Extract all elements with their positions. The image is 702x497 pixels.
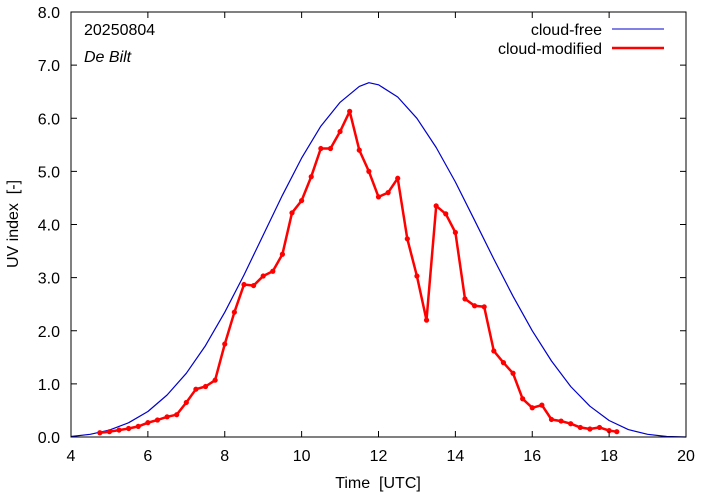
data-point [356, 147, 362, 153]
y-tick-label: 1.0 [38, 377, 60, 394]
data-point [366, 168, 372, 174]
data-point [558, 418, 564, 424]
data-point [404, 236, 410, 242]
data-point [548, 416, 555, 423]
y-tick-label: 7.0 [38, 58, 60, 75]
y-axis-label: UV index [-] [5, 180, 22, 268]
data-point [539, 402, 545, 408]
data-point [202, 383, 209, 390]
data-point [212, 377, 218, 383]
legend: cloud-free cloud-modified [498, 22, 664, 58]
data-point [289, 210, 295, 216]
y-tick-label: 0.0 [38, 430, 60, 447]
y-tick-label: 5.0 [38, 164, 60, 181]
ticks-layer: 4 6 8 10 12 14 16 18 20 0.0 1.0 2.0 3.0 4.0 5.0 6.0 7.0 8… [38, 5, 695, 465]
data-point [299, 197, 305, 204]
data-point [462, 296, 468, 302]
data-point [471, 303, 478, 309]
x-tick-label: 12 [370, 448, 388, 465]
x-tick-label: 16 [523, 448, 541, 465]
data-point [614, 429, 620, 435]
data-point [222, 341, 228, 347]
x-tick-label: 20 [677, 448, 695, 465]
data-point [126, 425, 132, 432]
data-point [568, 421, 574, 427]
data-point [414, 273, 420, 279]
y-tick-label: 3.0 [38, 271, 60, 288]
x-tick-label: 10 [293, 448, 311, 465]
x-axis-label: Time [UTC] [335, 475, 421, 492]
data-point [481, 304, 487, 310]
data-point [443, 211, 449, 217]
data-point [135, 423, 141, 429]
data-point [587, 426, 593, 432]
y-tick-label: 2.0 [38, 324, 60, 341]
y-tick-label: 6.0 [38, 111, 60, 128]
data-point [164, 414, 170, 420]
data-point [520, 396, 526, 402]
data-point [116, 427, 122, 433]
location-label: De Bilt [84, 49, 132, 66]
data-point [231, 309, 237, 315]
data-point [327, 145, 334, 152]
data-point [423, 317, 430, 323]
legend-label-cloud-modified: cloud-modified [498, 41, 602, 58]
series-line-cloud-modified [99, 110, 617, 435]
data-point [270, 268, 276, 274]
x-tick-label: 6 [143, 448, 152, 465]
data-point [510, 370, 516, 376]
data-point [174, 412, 180, 418]
data-point [106, 429, 113, 435]
data-point [250, 282, 257, 289]
data-point [97, 430, 103, 436]
x-tick-label: 18 [600, 448, 618, 465]
data-point [154, 417, 161, 423]
data-point [433, 203, 439, 209]
data-point [606, 428, 612, 434]
date-label: 20250804 [84, 22, 155, 39]
data-point [347, 108, 353, 114]
data-point [491, 348, 497, 354]
data-point [145, 420, 151, 426]
data-point [577, 424, 583, 431]
data-point [308, 174, 314, 180]
x-tick-label: 4 [67, 448, 76, 465]
data-point [529, 405, 535, 411]
x-tick-label: 8 [220, 448, 229, 465]
data-point [500, 360, 507, 366]
data-point [260, 273, 266, 279]
x-tick-label: 14 [446, 448, 464, 465]
data-point [395, 175, 401, 181]
data-point [337, 128, 343, 135]
y-tick-label: 4.0 [38, 218, 60, 235]
data-point [452, 229, 458, 236]
series-layer [70, 82, 687, 438]
plot-frame [70, 11, 687, 438]
data-point [279, 251, 286, 257]
series-line-cloud-free [70, 82, 687, 438]
data-point [193, 386, 199, 392]
data-point [375, 194, 382, 200]
data-point [318, 145, 324, 152]
data-point [183, 399, 189, 406]
data-point [385, 190, 391, 196]
legend-label-cloud-free: cloud-free [531, 22, 602, 39]
data-point [241, 281, 247, 288]
data-point [596, 424, 603, 431]
y-tick-label: 8.0 [38, 5, 60, 22]
